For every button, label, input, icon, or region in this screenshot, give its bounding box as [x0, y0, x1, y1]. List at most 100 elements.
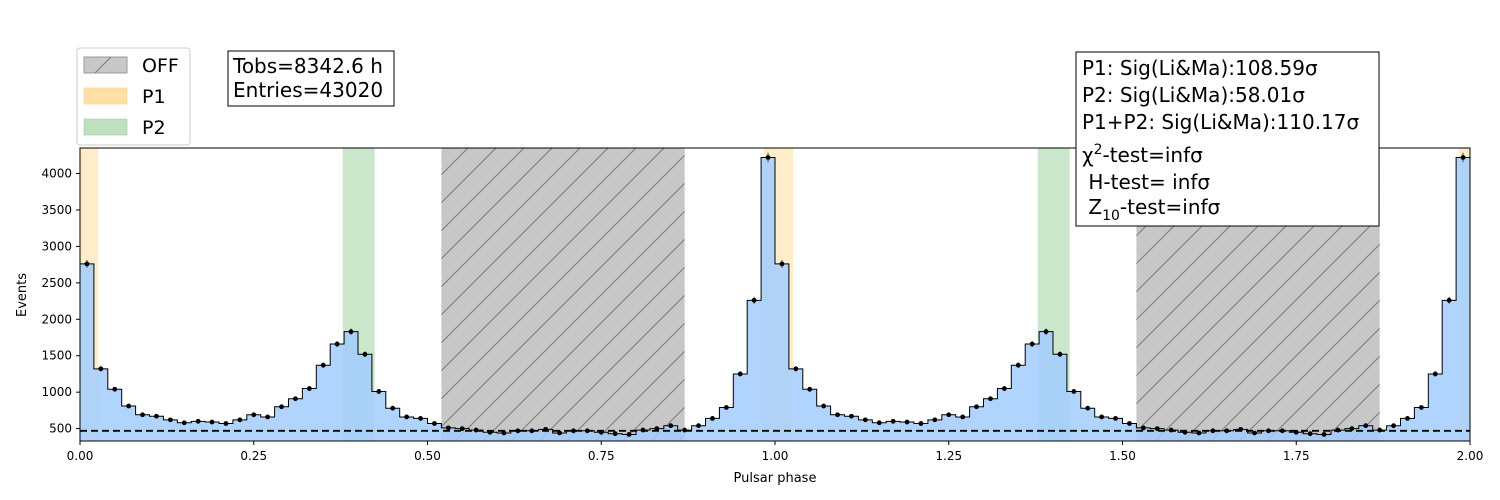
data-point — [418, 416, 423, 421]
data-point — [626, 432, 632, 437]
data-point — [1085, 405, 1091, 411]
data-point — [1391, 423, 1396, 429]
data-point — [390, 405, 396, 411]
data-point — [432, 421, 437, 426]
x-tick-label: 1.75 — [1283, 449, 1310, 463]
data-point — [1127, 421, 1132, 426]
histogram-fill — [80, 157, 1470, 441]
y-axis-label: Events — [15, 273, 30, 317]
y-tick-label: 3500 — [41, 203, 72, 217]
legend-swatch-p1 — [83, 87, 128, 105]
data-point — [1001, 386, 1007, 391]
data-point — [1015, 362, 1021, 368]
legend-swatch-p2 — [83, 118, 128, 136]
data-point — [445, 425, 451, 431]
data-point — [140, 412, 145, 418]
data-point — [237, 417, 243, 423]
data-point — [571, 428, 576, 434]
legend-label-off: OFF — [142, 55, 179, 77]
observation-info-box: Tobs=8342.6 h Entries=43020 — [227, 50, 395, 107]
x-tick-label: 0.75 — [588, 449, 615, 463]
y-tick-label: 4000 — [41, 167, 72, 181]
data-point — [946, 412, 952, 418]
data-point — [1043, 329, 1049, 335]
data-point — [112, 386, 118, 392]
stat-chi2: χ2-test=infσ — [1082, 142, 1203, 167]
data-point — [251, 412, 257, 418]
histogram-steps — [80, 156, 1470, 441]
data-point — [779, 261, 785, 267]
data-point — [334, 341, 340, 347]
data-point — [974, 404, 979, 410]
data-point — [459, 426, 465, 432]
stat-z-test: Z10-test=infσ — [1082, 195, 1221, 224]
data-point — [557, 430, 562, 436]
stat-p2: P2: Sig(Li&Ma):58.01σ — [1082, 83, 1305, 107]
stat-p1: P1: Sig(Li&Ma):108.59σ — [1082, 56, 1318, 80]
x-tick-label: 0.00 — [67, 449, 94, 463]
statistics-box: P1: Sig(Li&Ma):108.59σ P2: Sig(Li&Ma):58… — [1075, 51, 1380, 227]
data-point — [737, 371, 743, 377]
data-point — [320, 362, 326, 368]
data-point — [167, 417, 173, 423]
data-point — [1029, 341, 1035, 347]
data-point — [126, 403, 132, 409]
data-point — [1363, 423, 1369, 429]
data-point — [821, 403, 827, 409]
data-point — [1321, 432, 1327, 437]
data-point — [362, 351, 368, 357]
data-point — [668, 423, 674, 429]
data-point — [98, 366, 104, 372]
y-axis-ticks: 500 1000 1500 2000 2500 3000 3500 4000 — [41, 167, 80, 436]
data-point — [835, 412, 840, 418]
stat-h-test: H-test= infσ — [1082, 170, 1210, 194]
y-tick-label: 2000 — [41, 312, 72, 326]
data-points — [84, 152, 1466, 437]
data-point — [154, 413, 159, 419]
data-point — [988, 396, 993, 402]
stat-p1p2: P1+P2: Sig(Li&Ma):110.17σ — [1082, 110, 1360, 134]
data-point — [1418, 405, 1424, 410]
data-point — [1307, 431, 1313, 437]
y-tick-label: 1500 — [41, 349, 72, 363]
data-point — [723, 405, 729, 410]
data-point — [1210, 428, 1216, 434]
legend-swatch-off — [83, 56, 128, 74]
histogram-area — [80, 157, 1470, 441]
data-point — [293, 396, 298, 402]
x-axis-label: Pulsar phase — [734, 471, 817, 486]
data-point — [807, 386, 813, 392]
data-point — [209, 419, 215, 425]
data-point — [1071, 389, 1077, 394]
x-tick-label: 2.00 — [1457, 449, 1484, 463]
data-point — [904, 419, 910, 425]
data-point — [404, 414, 410, 420]
data-point — [765, 155, 771, 160]
data-point — [612, 431, 618, 437]
x-tick-label: 1.25 — [935, 449, 962, 463]
data-point — [876, 420, 882, 426]
data-point — [932, 417, 938, 423]
x-tick-label: 1.50 — [1109, 449, 1136, 463]
data-point — [862, 417, 868, 423]
data-point — [849, 413, 854, 419]
data-point — [1432, 371, 1438, 377]
data-point — [515, 428, 521, 434]
data-point — [1405, 416, 1410, 421]
data-point — [84, 261, 90, 267]
y-tick-label: 500 — [49, 422, 72, 436]
data-point — [696, 423, 701, 429]
y-tick-label: 2500 — [41, 276, 72, 290]
data-point — [1113, 416, 1118, 421]
x-tick-label: 1.00 — [762, 449, 789, 463]
data-point — [348, 329, 354, 335]
x-tick-label: 0.50 — [414, 449, 441, 463]
legend: OFF P1 P2 — [76, 47, 191, 146]
data-point — [265, 414, 271, 420]
x-axis-ticks: 0.00 0.25 0.50 0.75 1.00 1.25 1.50 1.75 2.00 — [67, 441, 1484, 463]
data-point — [1140, 425, 1146, 431]
data-point — [1252, 430, 1257, 436]
region-off-1-hatch — [441, 148, 685, 441]
data-point — [654, 426, 660, 432]
data-point — [918, 421, 924, 426]
